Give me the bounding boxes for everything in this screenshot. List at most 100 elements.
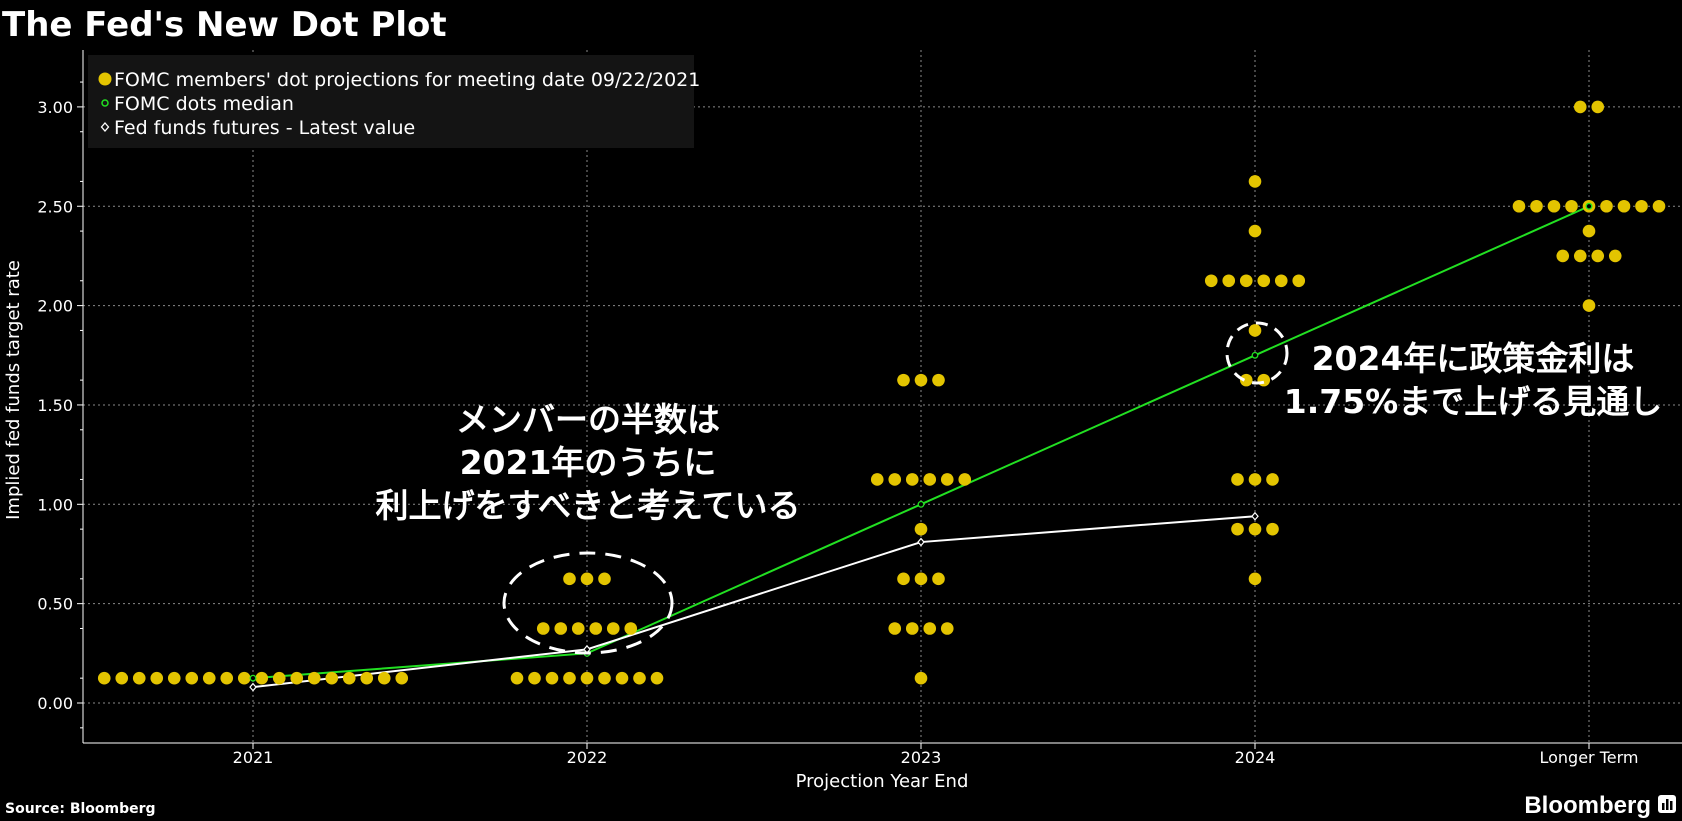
dot-projection [220, 671, 234, 685]
dot-projection [1600, 199, 1613, 213]
dot-projection [1582, 224, 1596, 238]
dot-projection [589, 622, 603, 635]
dot-projection [940, 622, 954, 635]
dot-projection [1204, 274, 1218, 288]
dot-projection [167, 671, 181, 685]
futures-marker [249, 682, 257, 692]
dot-projection [1257, 274, 1271, 288]
legend-item-dots: FOMC members' dot projections for meetin… [114, 69, 700, 91]
dot-projection [1239, 274, 1253, 288]
dot-projection [115, 671, 129, 685]
median-marker [1585, 202, 1593, 210]
dot-projection [888, 473, 902, 486]
dot-projection [932, 572, 945, 586]
annotation-left-line-1: メンバーの半数は [456, 400, 720, 439]
dot-projection [307, 671, 321, 685]
dot-projection [1257, 373, 1271, 387]
dot-projection [897, 373, 910, 387]
dot-projection [598, 671, 611, 685]
dot-projection [510, 671, 524, 685]
annotation-right: 2024年に政策金利は 1.75%まで上げる見通し [1284, 339, 1663, 421]
x-tick-labels: 2021 2022 2023 2024 Longer Term [233, 748, 1639, 767]
legend-dot-icon [98, 72, 112, 86]
dot-projection [1239, 373, 1253, 387]
dot-projection [897, 572, 910, 586]
dot-projection [185, 671, 199, 685]
dot-projection [615, 671, 629, 685]
bloomberg-logo-icon [1658, 795, 1676, 813]
dot-projection [1248, 224, 1262, 238]
dot-projection [1573, 249, 1587, 263]
x-tick-label: 2024 [1235, 748, 1276, 767]
dot-projection [1617, 199, 1631, 213]
y-tick-label: 2.50 [37, 197, 73, 216]
y-tick-label: 1.00 [37, 495, 73, 514]
dot-projections [97, 100, 1666, 685]
dot-projection [888, 622, 902, 635]
dot-projection [132, 671, 146, 685]
bloomberg-logo: Bloomberg [1524, 792, 1651, 819]
dot-projection [1591, 100, 1605, 114]
dot-projection [1274, 274, 1288, 288]
dot-projection [1556, 249, 1570, 263]
dot-projection [395, 671, 409, 685]
dot-projection [580, 572, 594, 586]
dot-projection [923, 622, 937, 635]
dot-projection [1565, 199, 1578, 213]
dot-projection [1231, 522, 1244, 536]
dot-projection [1512, 199, 1526, 213]
highlight-ellipse-2022 [502, 551, 674, 655]
dot-projection [1222, 274, 1236, 288]
dot-projection [1248, 473, 1262, 486]
dot-projection [940, 473, 954, 486]
dot-projection [914, 671, 928, 685]
dot-projection [563, 572, 576, 586]
dot-projection [1591, 249, 1605, 263]
x-axis-label: Projection Year End [796, 771, 969, 792]
dot-projection [1652, 199, 1666, 213]
x-tick-label: 2021 [233, 748, 274, 767]
futures-marker [1251, 511, 1259, 521]
dot-projection [1231, 473, 1244, 486]
dot-projection [563, 671, 576, 685]
dot-projection [272, 671, 286, 685]
series-markers [249, 202, 1593, 692]
y-tick-label: 3.00 [37, 98, 73, 117]
x-tick-label: Longer Term [1539, 748, 1638, 767]
median-marker [917, 500, 925, 508]
dot-projection [1608, 249, 1622, 263]
dot-projection [1248, 324, 1262, 337]
dot-projection [1635, 199, 1648, 213]
annotation-left-line-3: 利上げをすべきと考えている [375, 486, 800, 525]
annotation-left: メンバーの半数は 2021年のうちに 利上げをすべきと考えている [375, 400, 800, 525]
dot-projection [870, 473, 884, 486]
y-tick-label: 0.50 [37, 595, 73, 614]
y-tick-label: 0.00 [37, 694, 73, 713]
dot-projection [905, 622, 919, 635]
dot-projection [932, 373, 945, 387]
dot-projection [580, 671, 594, 685]
dot-projection [202, 671, 216, 685]
dot-projection [905, 473, 919, 486]
annotation-right-line-1: 2024年に政策金利は [1312, 339, 1635, 378]
x-tick-label: 2023 [901, 748, 942, 767]
chart-title: The Fed's New Dot Plot [2, 5, 447, 45]
source-note: Source: Bloomberg [5, 801, 156, 817]
dot-projection [1248, 175, 1262, 188]
dot-projection [1266, 473, 1279, 486]
futures-line [252, 515, 1256, 689]
dot-projection [554, 622, 568, 635]
legend-box [88, 55, 694, 148]
dot-projection [571, 622, 585, 635]
dot-projection [97, 671, 111, 685]
dot-projection [1547, 199, 1561, 213]
dot-projection [1292, 274, 1306, 288]
annotation-left-line-2: 2021年のうちに [460, 443, 717, 482]
dot-projection [545, 671, 559, 685]
dot-projection [914, 373, 928, 387]
dot-projection [325, 671, 339, 685]
dot-projection [150, 671, 164, 685]
y-tick-label: 2.00 [37, 297, 73, 316]
futures-marker [917, 537, 925, 547]
